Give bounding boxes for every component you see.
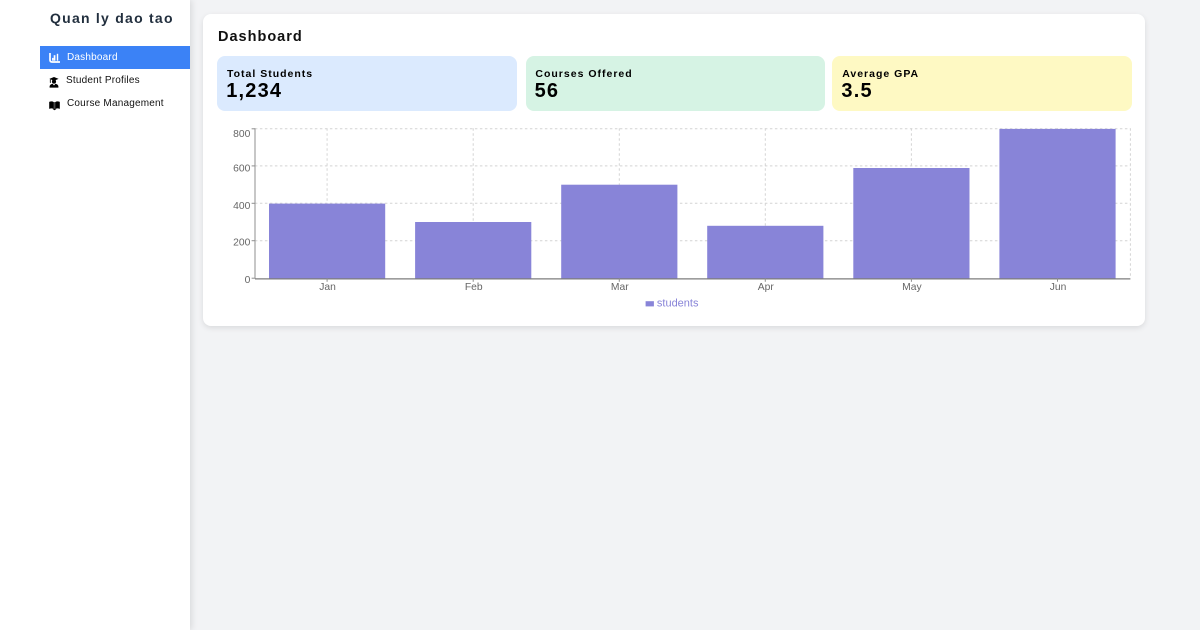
svg-text:Jun: Jun: [1050, 282, 1067, 293]
svg-text:students: students: [657, 298, 699, 310]
svg-text:400: 400: [233, 201, 250, 212]
svg-text:Apr: Apr: [758, 282, 775, 293]
svg-text:Jan: Jan: [319, 282, 336, 293]
svg-text:600: 600: [233, 164, 250, 175]
svg-text:Mar: Mar: [611, 282, 629, 293]
svg-text:Feb: Feb: [465, 282, 483, 293]
svg-text:800: 800: [233, 129, 250, 140]
svg-text:200: 200: [233, 237, 250, 248]
svg-text:0: 0: [245, 275, 251, 286]
svg-text:May: May: [902, 282, 922, 293]
